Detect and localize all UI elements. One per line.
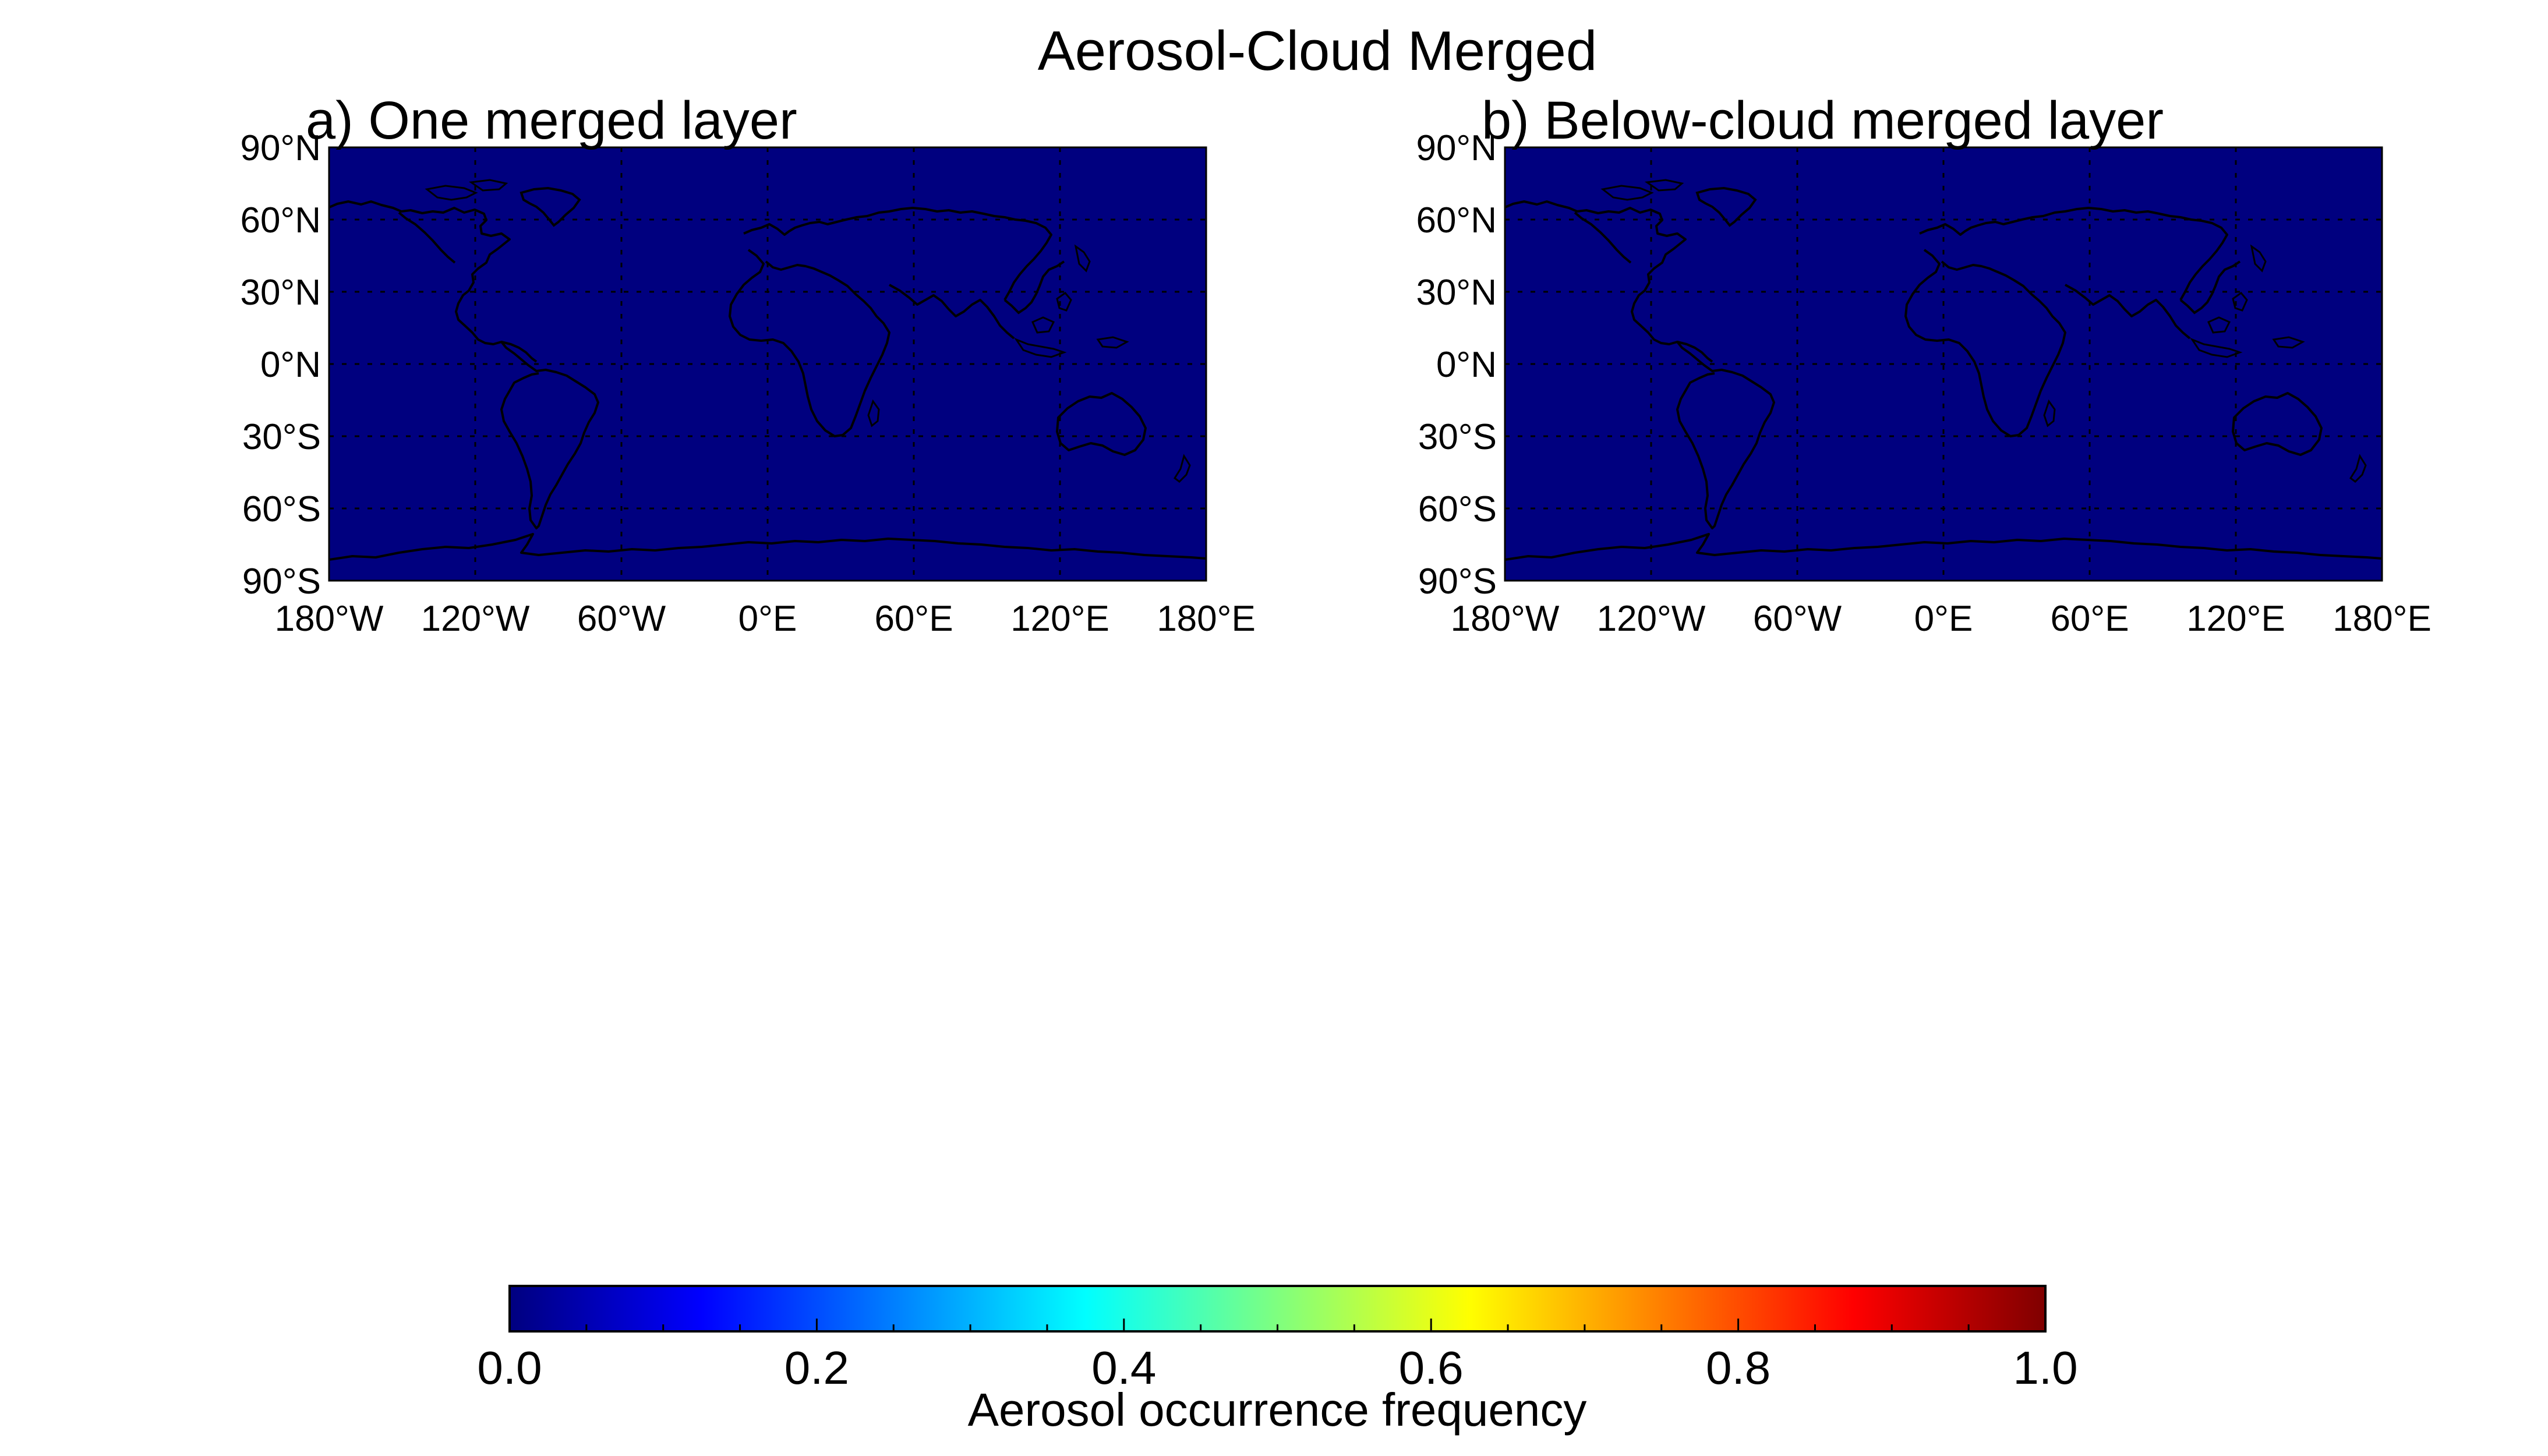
lat-tick-label: 90°S	[242, 561, 321, 602]
lat-tick-label: 90°N	[240, 128, 321, 168]
lon-tick-label: 60°E	[2050, 599, 2129, 639]
lat-tick-label: 30°S	[1418, 417, 1497, 457]
lon-tick-label: 180°E	[2333, 599, 2432, 639]
lat-tick-label: 90°S	[1418, 561, 1497, 602]
map-frame-b	[1504, 146, 2383, 582]
lon-tick-label: 60°W	[577, 599, 666, 639]
map-panel-b: b) Below-cloud merged layer 90°N 60°N 30°N…	[1416, 91, 2431, 639]
lon-tick-label: 60°W	[1753, 599, 1842, 639]
colorbar-tick-label: 0.6	[1399, 1342, 1464, 1394]
colorbar-gradient	[510, 1286, 2045, 1331]
lat-tick-label: 30°N	[1416, 273, 1497, 313]
colorbar-label: Aerosol occurrence frequency	[968, 1384, 1587, 1436]
colorbar-tick-label: 1.0	[2013, 1342, 2077, 1394]
lon-tick-label: 60°E	[874, 599, 953, 639]
map-panel-a: a) One merged layer 90°N 60°N 30°N 0°N 30°S 6…	[240, 91, 1255, 639]
lon-tick-label: 120°E	[2186, 599, 2285, 639]
colorbar-tick-label: 0.4	[1091, 1342, 1156, 1394]
lat-tick-label: 60°N	[1416, 200, 1497, 241]
lon-tick-label: 120°W	[421, 599, 530, 639]
panel-title-a: a) One merged layer	[306, 91, 797, 150]
lon-tick-label: 180°W	[275, 599, 384, 639]
lon-tick-label: 180°W	[1451, 599, 1560, 639]
lon-tick-label: 180°E	[1157, 599, 1256, 639]
lon-tick-label: 120°E	[1010, 599, 1109, 639]
lat-tick-label: 0°N	[1436, 345, 1497, 385]
colorbar: 0.0 0.2 0.4 0.6 0.8 1.0 Aerosol occurrence fr…	[477, 1285, 2078, 1436]
lat-tick-label: 0°N	[260, 345, 321, 385]
lon-tick-label: 120°W	[1597, 599, 1706, 639]
colorbar-tick-label: 0.0	[477, 1342, 542, 1394]
colorbar-tick-label: 0.2	[784, 1342, 849, 1394]
lat-tick-label: 30°S	[242, 417, 321, 457]
lat-tick-label: 60°S	[242, 489, 321, 529]
lat-tick-label: 30°N	[240, 273, 321, 313]
lat-tick-label: 90°N	[1416, 128, 1497, 168]
lat-tick-label: 60°S	[1418, 489, 1497, 529]
lon-tick-label: 0°E	[738, 599, 797, 639]
panel-title-b: b) Below-cloud merged layer	[1482, 91, 2164, 150]
lat-tick-label: 60°N	[240, 200, 321, 241]
figure-title: Aerosol-Cloud Merged	[1038, 20, 1597, 82]
lon-tick-label: 0°E	[1914, 599, 1973, 639]
colorbar-frame	[508, 1285, 2047, 1333]
colorbar-tick-label: 0.8	[1706, 1342, 1770, 1394]
map-frame-a	[328, 146, 1207, 582]
